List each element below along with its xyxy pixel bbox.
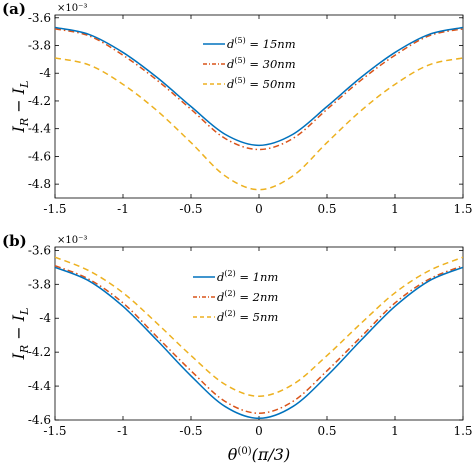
- legend: d(5) = 15nm d(5) = 30nm d(5) = 50nm: [195, 32, 325, 94]
- x-tick-label: 0: [255, 202, 263, 216]
- x-axis-label: θ(0)(π/3): [228, 445, 290, 464]
- x-tick-label: 0.5: [317, 424, 336, 438]
- y-tick-label: -4.4: [28, 122, 52, 136]
- y-tick-label: -4.6: [28, 149, 51, 163]
- y-axis-label: IR − IL: [9, 81, 31, 134]
- y-tick-label: -3.6: [28, 243, 51, 257]
- x-tick-label: 0: [255, 424, 263, 438]
- chart-panel-a: -1.5 -1 -0.5 0 0.5 1 1.5 -3.6 -3.8 -4 -4.2 -4.4 -4.6…: [2, 0, 473, 216]
- y-tick-label: -4: [39, 66, 51, 80]
- legend-box: [195, 32, 325, 94]
- legend-label: d(5) = 15nm: [227, 36, 296, 51]
- x-tick-label: -1.5: [43, 424, 66, 438]
- series-line: [55, 266, 463, 420]
- legend-label: d(2) = 5nm: [217, 309, 278, 324]
- x-tick-label: 1.5: [453, 424, 472, 438]
- x-tick-label: 1.5: [453, 202, 472, 216]
- y-tick-label: -4.6: [28, 413, 51, 427]
- y-axis-label: IR − IL: [9, 308, 31, 361]
- panel-label: (a): [2, 0, 26, 18]
- y-tick-label: -4.4: [28, 379, 52, 393]
- legend-label: d(2) = 2nm: [217, 289, 278, 304]
- chart-panel-b: -1.5 -1 -0.5 0 0.5 1 1.5 -3.6 -3.8 -4 -4.2 -4.4 -4.6…: [2, 232, 473, 464]
- y-tick-label: -3.6: [28, 11, 51, 25]
- legend-box: [185, 265, 315, 327]
- x-tick-label: -1: [117, 424, 129, 438]
- series-line: [55, 57, 463, 191]
- y-exponent-label: ×10⁻³: [57, 3, 87, 14]
- y-tick-label: -4.2: [28, 94, 51, 108]
- series-line: [55, 28, 463, 151]
- y-exponent-label: ×10⁻³: [57, 235, 87, 246]
- legend-label: d(5) = 30nm: [227, 56, 296, 71]
- legend-label: d(5) = 50nm: [227, 76, 296, 91]
- series-line: [55, 264, 463, 414]
- x-tick-label: 1: [391, 202, 399, 216]
- legend-label: d(2) = 1nm: [217, 269, 278, 284]
- y-tick-label: -4: [39, 311, 51, 325]
- panel-label: (b): [2, 232, 27, 250]
- x-tick-label: -0.5: [179, 424, 202, 438]
- y-tick-label: -4.2: [28, 345, 51, 359]
- x-tick-label: -0.5: [179, 202, 202, 216]
- y-tick-label: -4.8: [28, 177, 51, 191]
- y-tick-label: -3.8: [28, 277, 51, 291]
- x-tick-label: 1: [391, 424, 399, 438]
- series-line: [55, 256, 463, 398]
- legend: d(2) = 1nm d(2) = 2nm d(2) = 5nm: [185, 265, 315, 327]
- x-tick-label: -1: [117, 202, 129, 216]
- y-tick-label: -3.8: [28, 39, 51, 53]
- x-tick-label: 0.5: [317, 202, 336, 216]
- series-line: [55, 26, 463, 147]
- x-tick-label: -1.5: [43, 202, 66, 216]
